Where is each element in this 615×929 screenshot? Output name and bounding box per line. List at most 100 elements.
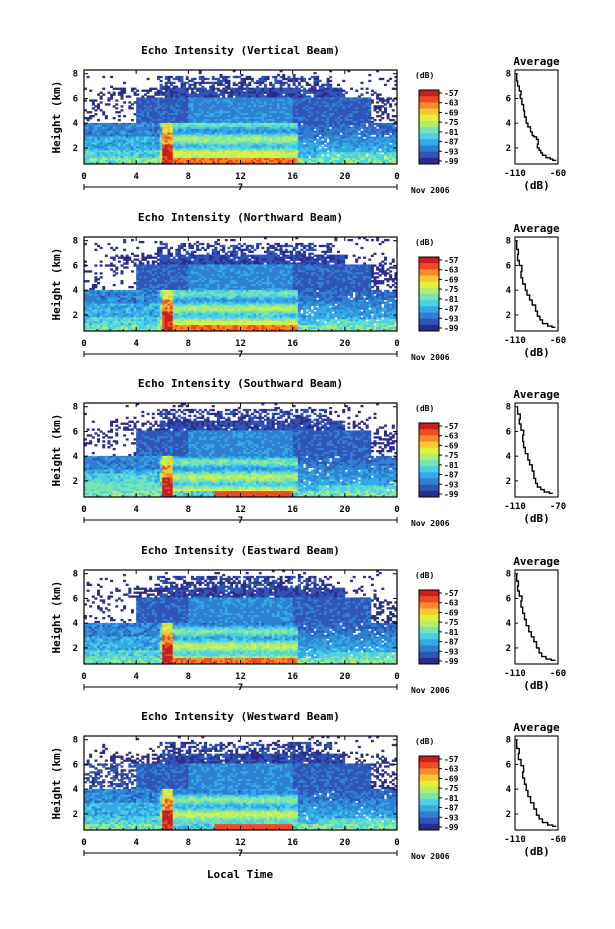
heatmap-cell (212, 78, 215, 80)
heatmap-cell (204, 82, 207, 84)
heatmap-cell (246, 78, 249, 80)
heatmap-cell (115, 107, 118, 109)
heatmap-cell (162, 94, 165, 96)
heatmap-cell (175, 78, 178, 80)
heatmap-cell (277, 74, 280, 76)
heatmap-cell (384, 103, 387, 105)
heatmap-cell (207, 82, 210, 84)
heatmap-cell (285, 78, 288, 80)
heatmap-cell (287, 80, 290, 82)
heatmap-cell (136, 94, 139, 96)
heatmap-cell (170, 84, 173, 86)
heatmap-cell (126, 95, 129, 97)
heatmap-cell (115, 111, 118, 113)
heatmap-cell (110, 97, 113, 99)
heatmap-cell (259, 84, 262, 86)
heatmap-cell (147, 78, 150, 80)
heatmap-cell (295, 80, 298, 82)
heatmap-cell (387, 80, 390, 82)
heatmap-cell (102, 76, 105, 78)
heatmap-cell (100, 101, 103, 103)
heatmap-cell (199, 72, 202, 74)
heatmap-cell (306, 84, 309, 86)
heatmap-cell (173, 82, 176, 84)
heatmap-cell (285, 82, 288, 84)
heatmap-cell (160, 76, 163, 78)
heatmap-cell (136, 90, 139, 92)
heatmap-cell (123, 101, 126, 103)
heatmap-cell (300, 80, 303, 82)
heatmap-cell (371, 101, 374, 103)
heatmap-cell (381, 101, 384, 103)
heatmap-cell (178, 80, 181, 82)
heatmap-cell (371, 90, 374, 92)
heatmap-cell (128, 101, 131, 103)
heatmap-cell (248, 78, 251, 80)
heatmap-cell (319, 80, 322, 82)
heatmap-cell (102, 88, 105, 90)
heatmap-cell (100, 92, 103, 94)
heatmap-cell (113, 88, 116, 90)
heatmap-cell (131, 90, 134, 92)
heatmap-cell (379, 109, 382, 111)
heatmap-cell (115, 88, 118, 90)
heatmap-cell (235, 76, 238, 78)
heatmap-cell (191, 80, 194, 82)
heatmap-cell (160, 94, 163, 96)
heatmap-cell (314, 72, 317, 74)
heatmap-cells (84, 70, 397, 164)
heatmap-cell (89, 99, 92, 101)
heatmap-cell (355, 90, 358, 92)
heatmap-cell (254, 82, 257, 84)
heatmap-cell (118, 94, 121, 96)
heatmap-cell (233, 84, 236, 86)
heatmap-cell (277, 82, 280, 84)
heatmap-cell (92, 107, 95, 109)
heatmap-cell (376, 97, 379, 99)
heatmap-cell (248, 84, 251, 86)
heatmap-cell (360, 82, 363, 84)
heatmap-cell (381, 78, 384, 80)
chart-title: Echo Intensity (Vertical Beam) (141, 44, 340, 57)
heatmap-cell (366, 88, 369, 90)
heatmap-cell (199, 84, 202, 86)
heatmap-cell (118, 88, 121, 90)
heatmap-cell (389, 97, 392, 99)
heatmap-cell (100, 97, 103, 99)
heatmap-cell (131, 103, 134, 105)
heatmap-cell (379, 94, 382, 96)
heatmap-cell (196, 82, 199, 84)
heatmap-cell (337, 84, 340, 86)
heatmap-cell (392, 99, 395, 101)
heatmap-cell (94, 105, 97, 107)
heatmap-cell (107, 99, 110, 101)
heatmap-cell (134, 88, 137, 90)
heatmap-cell (167, 82, 170, 84)
heatmap-cell (220, 94, 223, 96)
heatmap-cell (274, 82, 277, 84)
heatmap-cell (220, 76, 223, 78)
heatmap-cell (345, 92, 348, 94)
heatmap-cell (311, 76, 314, 78)
heatmap-cell (162, 88, 165, 90)
heatmap-cell (188, 80, 191, 82)
heatmap-cell (225, 92, 228, 94)
heatmap-cell (264, 80, 267, 82)
heatmap-cell (298, 84, 301, 86)
heatmap-cell (141, 90, 144, 92)
heatmap-cell (97, 107, 100, 109)
heatmap-cell (186, 78, 189, 80)
heatmap-cell (147, 92, 150, 94)
heatmap-cell (222, 84, 225, 86)
heatmap-cell (87, 76, 90, 78)
heatmap-cell (227, 76, 230, 78)
heatmap-cell (235, 84, 238, 86)
heatmap-cell (379, 99, 382, 101)
heatmap-cell (308, 84, 311, 86)
heatmap-cell (384, 84, 387, 86)
heatmap-cell (128, 107, 131, 109)
heatmap-cell (157, 78, 160, 80)
heatmap-cell (165, 78, 168, 80)
heatmap-cell (134, 101, 137, 103)
heatmap-cell (261, 82, 264, 84)
